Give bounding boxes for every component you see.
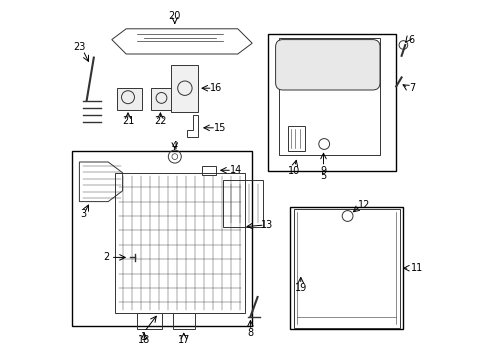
Text: 13: 13 [261, 220, 273, 230]
Text: 15: 15 [214, 123, 226, 133]
Text: 18: 18 [138, 335, 150, 345]
Text: 22: 22 [154, 116, 167, 126]
FancyBboxPatch shape [171, 65, 198, 112]
Text: 7: 7 [409, 83, 415, 93]
Text: 8: 8 [247, 328, 253, 338]
FancyBboxPatch shape [275, 40, 380, 90]
Text: 14: 14 [230, 165, 242, 175]
Text: 19: 19 [294, 283, 307, 293]
Text: 16: 16 [210, 83, 222, 93]
Text: 9: 9 [320, 166, 326, 176]
Text: 2: 2 [103, 252, 110, 262]
Text: 17: 17 [177, 335, 190, 345]
Text: 12: 12 [358, 200, 370, 210]
FancyBboxPatch shape [117, 88, 143, 110]
Text: 1: 1 [141, 332, 147, 342]
Text: 3: 3 [80, 209, 86, 219]
Text: 21: 21 [122, 116, 134, 126]
Text: 10: 10 [288, 166, 300, 176]
Text: 20: 20 [169, 11, 181, 21]
Text: 11: 11 [411, 263, 423, 273]
Text: 4: 4 [172, 141, 178, 151]
Text: 6: 6 [409, 35, 415, 45]
Text: 23: 23 [73, 42, 86, 52]
Text: 5: 5 [320, 171, 327, 181]
FancyBboxPatch shape [151, 88, 175, 110]
